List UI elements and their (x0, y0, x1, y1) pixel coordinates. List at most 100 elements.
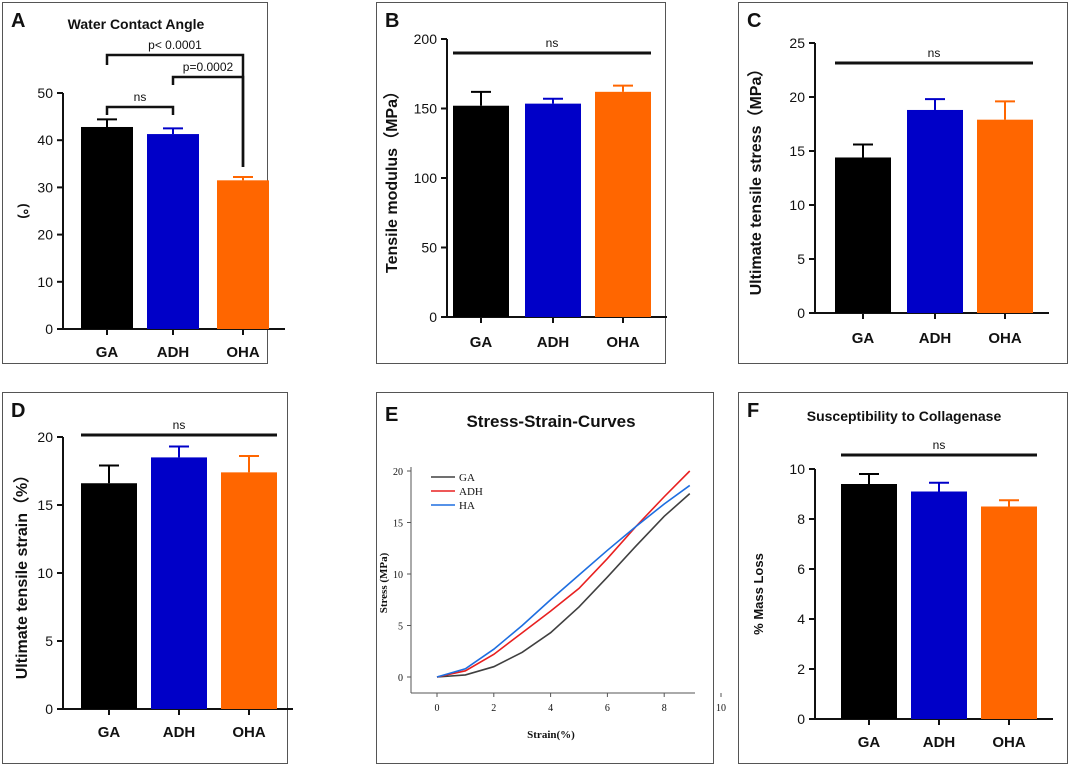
y-tick-label: 10 (393, 570, 403, 581)
y-tick-label: 15 (789, 143, 805, 159)
category-label-oha: OHA (226, 344, 260, 361)
y-tick-label: 0 (398, 673, 403, 684)
y-tick-label: 6 (797, 561, 805, 577)
category-label-adh: ADH (537, 334, 570, 351)
significance-label: p< 0.0001 (148, 38, 202, 52)
x-tick-label: 2 (491, 703, 496, 714)
y-tick-label: 4 (797, 611, 805, 627)
bar-ga (453, 105, 509, 317)
y-tick-label: 25 (789, 35, 805, 51)
y-tick-label: 0 (45, 701, 53, 717)
x-tick-label: 4 (548, 703, 553, 714)
category-label-adh: ADH (157, 344, 190, 361)
category-label-oha: OHA (606, 334, 640, 351)
panel-label: C (747, 10, 761, 32)
y-tick-label: 100 (414, 170, 438, 186)
category-label-adh: ADH (163, 724, 196, 741)
panel-susceptibility-collagenase: F Susceptibility to Collagenase 0 2 4 6 8 10 % M… (738, 392, 1068, 764)
category-label-oha: OHA (232, 724, 266, 741)
x-tick-label: 6 (605, 703, 610, 714)
category-label-ga: GA (96, 344, 119, 361)
bar-adh (525, 103, 581, 317)
bar-ga (81, 126, 133, 329)
y-tick-label: 0 (45, 321, 53, 337)
panel-label: B (385, 10, 399, 32)
y-tick-label: 20 (393, 467, 403, 478)
significance-label: ns (173, 418, 186, 432)
y-tick-label: 20 (789, 89, 805, 105)
bar-oha (221, 472, 277, 709)
y-axis-label: Stress (MPa) (378, 552, 390, 613)
y-tick-label: 50 (37, 85, 53, 101)
y-axis-label: Ultimate tensile stress（MPa） (747, 61, 765, 296)
bar-adh (147, 134, 199, 329)
bar-oha (217, 180, 269, 329)
y-tick-label: 200 (414, 31, 438, 47)
panel-label: A (11, 10, 25, 32)
panel-tensile-modulus: B 0 50 100 150 200 Tensile modulus（MPa） GA ADH OH… (376, 2, 667, 364)
bar-ga (835, 157, 891, 313)
y-tick-label: 150 (414, 101, 438, 117)
significance-label: ns (546, 36, 559, 50)
chart-svg-D: D 0 5 10 15 20 Ultimate tensile strain（%） GA ADH… (11, 400, 293, 741)
series-line-ga (436, 493, 691, 678)
chart-svg-F: F Susceptibility to Collagenase 0 2 4 6 8 10 % M… (747, 400, 1053, 751)
bar-ga (81, 483, 137, 709)
significance-label: ns (933, 438, 946, 452)
bar-adh (151, 457, 207, 709)
y-tick-label: 40 (37, 132, 53, 148)
significance-bracket (105, 53, 245, 168)
significance-label: ns (928, 46, 941, 60)
y-tick-label: 10 (789, 197, 805, 213)
y-tick-label: 50 (421, 240, 437, 256)
y-tick-label: 20 (37, 429, 53, 445)
significance-label: ns (134, 90, 147, 104)
chart-title: Stress-Strain-Curves (466, 412, 635, 431)
panel-ultimate-tensile-strain: D 0 5 10 15 20 Ultimate tensile strain（%） GA ADH… (2, 392, 293, 764)
category-label-ga: GA (98, 724, 121, 741)
y-tick-label: 0 (797, 305, 805, 321)
y-tick-label: 5 (797, 251, 805, 267)
bar-ga (841, 484, 897, 719)
bar-adh (907, 109, 963, 314)
x-tick-label: 0 (435, 703, 440, 714)
panel-label: E (385, 404, 398, 426)
y-tick-label: 10 (789, 461, 805, 477)
panel-label: D (11, 400, 25, 422)
panel-ultimate-tensile-stress: C 0 5 10 15 20 25 Ultimate tensile stress（MPa） G… (738, 2, 1068, 364)
y-tick-label: 0 (429, 309, 437, 325)
bar-adh (911, 491, 967, 719)
y-tick-label: 30 (37, 179, 53, 195)
y-tick-label: 15 (393, 519, 403, 530)
category-label-ga: GA (470, 334, 493, 351)
x-axis-label: Strain(%) (527, 729, 575, 741)
y-tick-label: 0 (797, 711, 805, 727)
category-label-oha: OHA (992, 734, 1026, 751)
category-label-ga: GA (858, 734, 881, 751)
category-label-adh: ADH (919, 330, 952, 347)
y-tick-label: 8 (797, 511, 805, 527)
legend-label-adh: ADH (459, 486, 483, 498)
bar-oha (977, 119, 1033, 314)
x-tick-label: 10 (716, 703, 726, 714)
y-tick-label: 10 (37, 274, 53, 290)
chart-svg-E: E Stress-Strain-Curves 0 2 4 6 8 10 0 5 10 15 20 Stra… (378, 404, 726, 741)
chart-svg-A: A Water Contact Angle 0 10 20 30 40 50 (。) GA ADH O… (11, 10, 285, 361)
y-axis-label: Ultimate tensile strain（%） (13, 467, 31, 680)
x-tick-label: 8 (662, 703, 667, 714)
y-axis-label: Tensile modulus（MPa） (383, 83, 401, 273)
y-tick-label: 2 (797, 661, 805, 677)
bar-oha (981, 506, 1037, 719)
y-tick-label: 5 (45, 633, 53, 649)
significance-bracket (105, 105, 175, 115)
chart-title: Susceptibility to Collagenase (807, 408, 1002, 424)
y-tick-label: 15 (37, 497, 53, 513)
bar-oha (595, 91, 651, 317)
y-tick-label: 20 (37, 227, 53, 243)
panel-water-contact-angle: A Water Contact Angle 0 10 20 30 40 50 (。) GA ADH O… (2, 2, 285, 364)
series-line-adh (436, 470, 691, 678)
chart-title: Water Contact Angle (68, 16, 205, 32)
y-tick-label: 10 (37, 565, 53, 581)
category-label-oha: OHA (988, 330, 1022, 347)
panel-stress-strain-curves: E Stress-Strain-Curves 0 2 4 6 8 10 0 5 10 15 20 Stra… (376, 392, 726, 764)
